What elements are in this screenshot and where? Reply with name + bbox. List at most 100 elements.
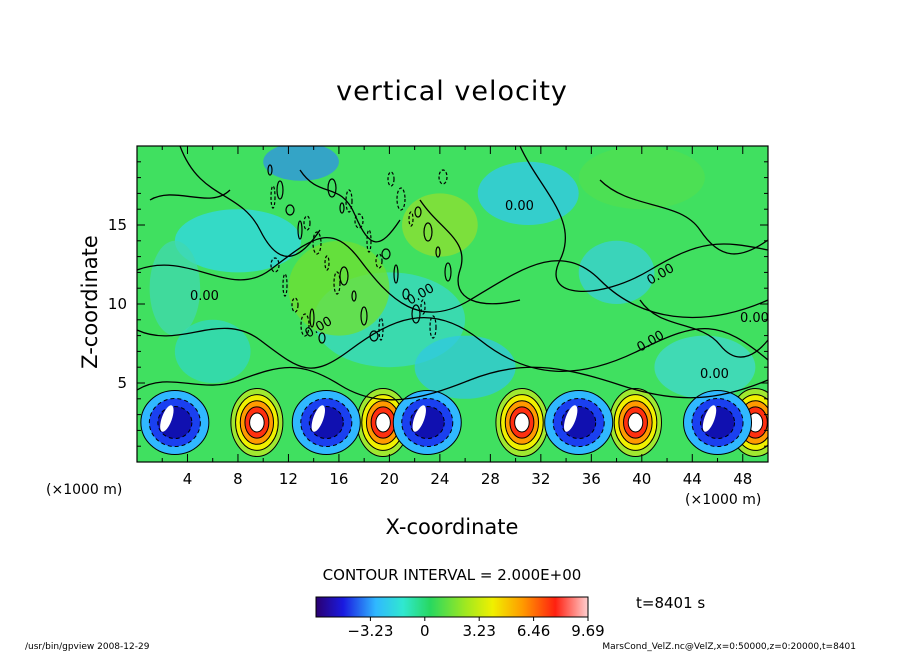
small-contour-30	[297, 220, 303, 240]
downdraft-core-0	[160, 405, 174, 432]
contour-interval: CONTOUR INTERVAL = 2.000E+00	[322, 566, 582, 584]
downdraft-core-4	[702, 405, 717, 432]
contour-line-2	[179, 146, 321, 258]
small-contour-28	[402, 288, 410, 300]
downdraft-core-3	[563, 405, 578, 432]
x-tick-label-24: 24	[430, 470, 449, 488]
x-tick-label-28: 28	[481, 470, 500, 488]
small-contour-3	[378, 317, 384, 341]
x-unit-right: (×1000 m)	[685, 492, 762, 508]
field-patch-0	[174, 209, 302, 273]
contour-label-6: 0.00	[505, 199, 534, 214]
small-contour-1	[303, 215, 311, 231]
contour-line-6	[299, 169, 401, 243]
updraft-cell-1-ring-4	[375, 412, 391, 433]
x-tick-label-48: 48	[733, 470, 752, 488]
updraft-cell-3-ring-4	[627, 412, 644, 433]
downdraft-core-2	[412, 405, 426, 432]
small-contour-6	[309, 308, 315, 328]
colorbar-ticks: −3.23 0 3.23 6.46 9.69	[347, 617, 605, 640]
small-contour-21	[324, 255, 330, 271]
field-patch-9	[578, 146, 705, 210]
field-patch-6	[174, 319, 251, 383]
contour-line-5	[419, 199, 521, 305]
small-contour-39	[270, 185, 276, 209]
small-contour-2	[339, 266, 349, 286]
small-contour-27	[366, 229, 372, 253]
small-contour-19	[429, 315, 437, 339]
contour-lines	[137, 146, 768, 401]
small-contour-22	[360, 306, 368, 326]
y-axis-label: Z-coordinate	[78, 235, 102, 369]
colorbar-tick-label-3: 6.46	[517, 622, 550, 640]
small-contour-38	[411, 304, 421, 324]
small-contour-10	[276, 180, 284, 200]
small-contour-15	[282, 273, 288, 297]
updraft-cell-2-ring-4	[514, 412, 530, 433]
contour-label-0: 0.00	[190, 289, 219, 304]
x-tick-label-36: 36	[582, 470, 601, 488]
contour-line-4	[137, 366, 768, 401]
small-contour-31	[333, 271, 341, 295]
contour-line-9	[639, 299, 768, 358]
small-contour-0	[267, 164, 273, 176]
small-contour-35	[300, 313, 310, 337]
small-contour-8	[381, 248, 391, 260]
contour-line-7	[599, 179, 768, 255]
colorbar-tick-label-0: −3.23	[347, 622, 393, 640]
field-patch-7	[414, 335, 516, 399]
small-contour-17	[354, 213, 364, 229]
small-contour-9	[420, 299, 426, 315]
small-contour-32	[369, 330, 379, 342]
updraft-cell-0-ring-4	[249, 412, 265, 433]
small-contour-36	[339, 202, 345, 214]
field-patch-4	[263, 146, 339, 181]
small-contour-37	[375, 253, 383, 269]
x-tick-label-20: 20	[380, 470, 399, 488]
x-tick-label-4: 4	[183, 470, 193, 488]
contour-label-2: 0.00	[740, 311, 769, 326]
downdraft-core-1	[311, 405, 326, 432]
y-tick-label-5: 5	[117, 374, 127, 392]
x-tick-label-16: 16	[329, 470, 348, 488]
contour-line-0	[137, 236, 768, 318]
y-tick-label-15: 15	[108, 216, 127, 234]
small-contour-7	[345, 189, 353, 213]
small-contour-18	[393, 264, 399, 284]
chart-title: vertical velocity	[336, 76, 568, 107]
small-contour-11	[312, 231, 322, 255]
small-contour-16	[318, 332, 326, 344]
small-contour-14	[423, 222, 433, 242]
small-contour-5	[270, 257, 280, 273]
field-patch-3	[578, 240, 655, 304]
field-patch-10	[402, 193, 478, 257]
upper-field	[149, 146, 756, 399]
x-axis-label: X-coordinate	[385, 515, 519, 539]
x-tick-label-12: 12	[279, 470, 298, 488]
colorbar-tick-label-4: 9.69	[571, 622, 604, 640]
small-contour-4	[414, 206, 422, 218]
contour-label-4: 0.00	[700, 367, 729, 382]
small-contour-33	[408, 211, 414, 227]
x-tick-label-40: 40	[632, 470, 651, 488]
small-contour-13	[387, 171, 395, 187]
footer-left: /usr/bin/gpview 2008-12-29	[25, 642, 150, 652]
small-contour-25	[291, 297, 299, 313]
cells	[140, 388, 768, 457]
time-label: t=8401 s	[636, 594, 706, 612]
contour-line-3	[519, 146, 768, 293]
x-unit-left: (×1000 m)	[46, 482, 123, 498]
small-contour-34	[444, 262, 452, 282]
field-patch-2	[477, 161, 579, 225]
small-contour-29	[438, 169, 448, 185]
small-contour-23	[396, 187, 406, 211]
small-contour-24	[435, 246, 441, 258]
y-tick-label-10: 10	[108, 295, 127, 313]
colorbar	[315, 596, 589, 618]
footer-right: MarsCond_VelZ.nc@VelZ,x=0:50000,z=0:2000…	[602, 642, 856, 652]
contour-line-1	[137, 316, 768, 372]
contour-line-8	[149, 189, 231, 201]
field-patch-8	[288, 240, 390, 336]
x-tick-label-32: 32	[531, 470, 550, 488]
